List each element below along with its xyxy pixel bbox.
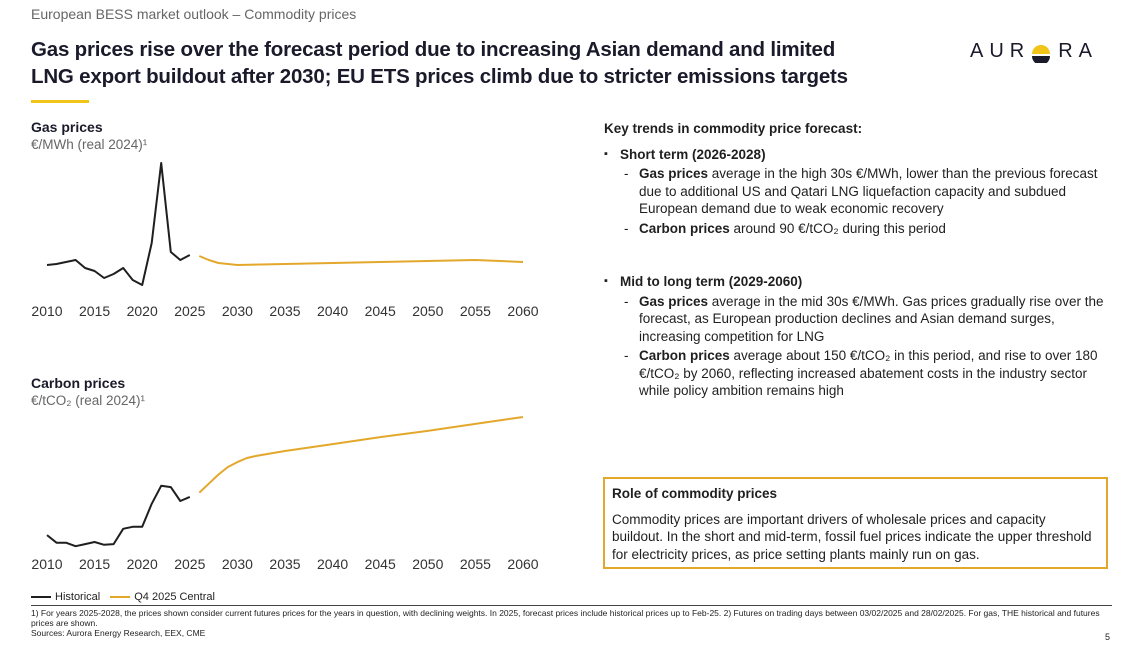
x-tick-label: 2010 [31,303,62,319]
x-tick-label: 2045 [365,303,396,319]
key-trends: Key trends in commodity price forecast: … [604,120,1116,400]
trend-item: Carbon prices around 90 €/tCO₂ during th… [604,220,1116,238]
series-line [46,484,191,548]
logo-text: RA [1058,40,1099,62]
item-text: average in the high 30s €/MWh, lower tha… [639,166,1098,216]
slide-title: Gas prices rise over the forecast period… [31,36,956,90]
legend-label: Q4 2025 Central [134,591,215,603]
x-tick-label: 2025 [174,556,205,572]
role-box: Role of commodity prices Commodity price… [603,477,1108,569]
x-tick-label: 2025 [174,303,205,319]
title-underline [31,100,89,103]
x-tick-label: 2015 [79,303,110,319]
legend: Historical Q4 2025 Central [31,591,215,603]
legend-label: Historical [55,591,101,603]
chart-subtitle: €/tCO₂ (real 2024)¹ [31,393,146,408]
x-tick-label: 2035 [269,556,300,572]
x-tick-label: 2060 [507,303,538,319]
footnote: Sources: Aurora Energy Research, EEX, CM… [31,628,206,638]
series-line [198,416,524,494]
chart-title: Gas prices [31,119,103,135]
legend-item: Historical [31,591,100,603]
legend-swatch [110,596,131,599]
trend-item: Gas prices average in the high 30s €/MWh… [604,165,1116,218]
item-bold: Gas prices [639,293,709,309]
trend-section: Mid to long term (2029-2060) Gas prices a… [604,273,1116,400]
x-tick-label: 2040 [317,556,348,572]
x-tick-label: 2050 [412,556,443,572]
x-tick-label: 2055 [460,303,491,319]
title-line: LNG export buildout after 2030; EU ETS p… [31,65,848,88]
section-heading: Short term (2026-2028) [604,146,1116,164]
item-text: average about 150 €/tCO₂ in this period,… [639,348,1098,398]
trend-item: Carbon prices average about 150 €/tCO₂ i… [604,347,1116,400]
x-tick-label: 2030 [222,556,253,572]
legend-item: Q4 2025 Central [110,591,215,603]
x-tick-label: 2035 [269,303,300,319]
x-tick-label: 2010 [31,556,62,572]
x-tick-label: 2030 [222,303,253,319]
trends-title: Key trends in commodity price forecast: [604,121,863,136]
x-tick-label: 2015 [79,556,110,572]
logo-text: AUR [970,40,1031,62]
footnotes: 1) For years 2025-2028, the prices shown… [31,608,1113,638]
series-line [46,162,191,286]
logo: AUR RA [970,40,1098,63]
x-tick-label: 2045 [365,556,396,572]
separator [31,605,1112,606]
title-line: Gas prices rise over the forecast period… [31,38,836,61]
series-line [198,255,524,266]
x-tick-label: 2060 [507,556,538,572]
logo-icon [1032,44,1051,63]
item-bold: Carbon prices [639,220,730,236]
chart-subtitle: €/MWh (real 2024)¹ [31,137,148,152]
footnote: 1) For years 2025-2028, the prices shown… [31,608,1100,628]
section-label: European BESS market outlook – Commodity… [31,6,357,22]
trend-item: Gas prices average in the mid 30s €/MWh.… [604,293,1116,346]
legend-swatch [31,596,51,599]
trend-section: Short term (2026-2028)Gas prices average… [604,146,1116,238]
item-bold: Carbon prices [639,348,730,363]
page-number: 5 [1105,632,1111,642]
x-tick-label: 2020 [127,556,158,572]
section-heading: Mid to long term (2029-2060) [604,273,1116,291]
item-text: average in the mid 30s €/MWh. Gas prices… [639,293,1104,344]
box-title: Role of commodity prices [612,486,778,501]
x-tick-label: 2040 [317,303,348,319]
item-bold: Gas prices [639,166,709,181]
item-text: around 90 €/tCO₂ during this period [729,220,946,236]
x-tick-label: 2050 [412,303,443,319]
chart-title: Carbon prices [31,375,125,391]
charts: Gas prices €/MWh (real 2024)¹ 2010 2015 2020… [31,119,539,572]
x-tick-label: 2020 [127,303,158,319]
box-text: Commodity prices are important drivers o… [612,511,1092,562]
x-tick-label: 2055 [460,556,491,572]
